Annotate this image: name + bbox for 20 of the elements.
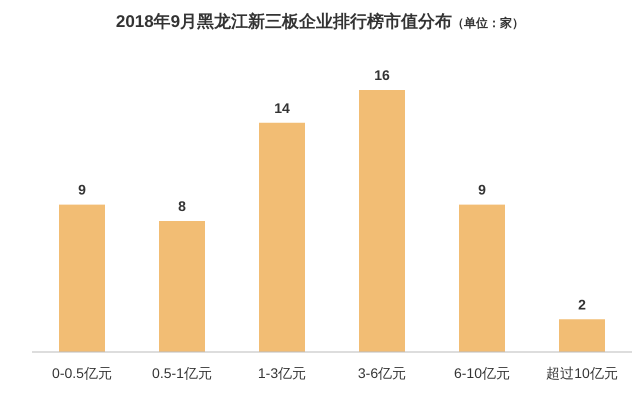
data-label: 2: [578, 296, 586, 312]
chart-title: 2018年9月黑龙江新三板企业排行榜市值分布: [116, 12, 452, 31]
data-label: 8: [178, 198, 186, 214]
x-tick-label: 1-3亿元: [258, 365, 306, 381]
x-tick-label: 0.5-1亿元: [152, 365, 212, 381]
chart-subtitle: （单位：家）: [452, 16, 524, 30]
data-label: 14: [274, 100, 290, 116]
data-label: 9: [478, 182, 486, 198]
bar: [359, 90, 405, 352]
bar: [259, 122, 305, 352]
x-tick-label: 0-0.5亿元: [52, 365, 112, 381]
x-tick-label: 6-10亿元: [454, 365, 510, 381]
bar: [159, 221, 205, 352]
bar: [459, 204, 505, 352]
bar: [559, 319, 605, 352]
x-tick-label: 3-6亿元: [358, 365, 406, 381]
data-label: 16: [374, 67, 390, 83]
x-tick-label: 超过10亿元: [546, 365, 618, 381]
data-label: 9: [78, 182, 86, 198]
bar: [59, 204, 105, 352]
